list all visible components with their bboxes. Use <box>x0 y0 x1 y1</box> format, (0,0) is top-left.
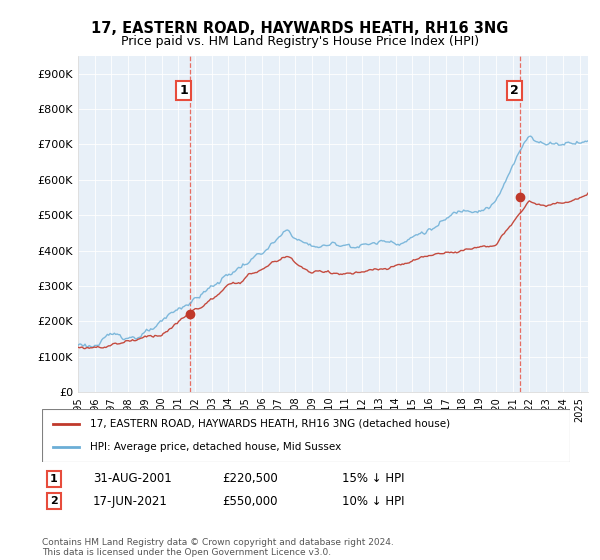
FancyBboxPatch shape <box>42 409 570 462</box>
Text: £550,000: £550,000 <box>222 494 277 508</box>
Text: 2: 2 <box>511 85 519 97</box>
Text: 17, EASTERN ROAD, HAYWARDS HEATH, RH16 3NG: 17, EASTERN ROAD, HAYWARDS HEATH, RH16 3… <box>91 21 509 36</box>
Text: 1: 1 <box>50 474 58 484</box>
Text: 10% ↓ HPI: 10% ↓ HPI <box>342 494 404 508</box>
Text: 1: 1 <box>179 85 188 97</box>
Text: Price paid vs. HM Land Registry's House Price Index (HPI): Price paid vs. HM Land Registry's House … <box>121 35 479 48</box>
Text: Contains HM Land Registry data © Crown copyright and database right 2024.
This d: Contains HM Land Registry data © Crown c… <box>42 538 394 557</box>
Text: 15% ↓ HPI: 15% ↓ HPI <box>342 472 404 486</box>
Text: 31-AUG-2001: 31-AUG-2001 <box>93 472 172 486</box>
Text: 17-JUN-2021: 17-JUN-2021 <box>93 494 168 508</box>
Text: £220,500: £220,500 <box>222 472 278 486</box>
Text: 17, EASTERN ROAD, HAYWARDS HEATH, RH16 3NG (detached house): 17, EASTERN ROAD, HAYWARDS HEATH, RH16 3… <box>89 419 449 429</box>
Text: 2: 2 <box>50 496 58 506</box>
Text: HPI: Average price, detached house, Mid Sussex: HPI: Average price, detached house, Mid … <box>89 442 341 452</box>
